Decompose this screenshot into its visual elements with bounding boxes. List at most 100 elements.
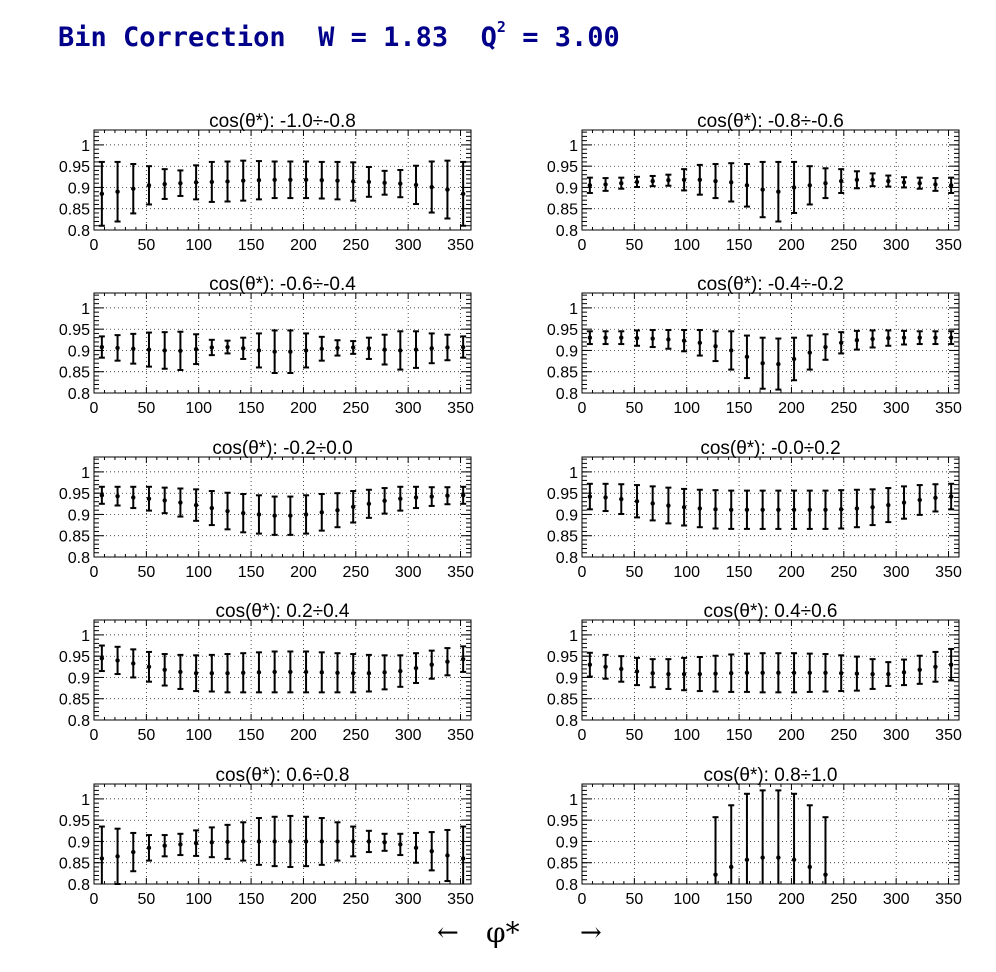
data-point	[932, 483, 939, 513]
data-point	[602, 177, 609, 192]
data-point	[318, 335, 325, 362]
point-marker	[886, 502, 891, 508]
point-marker	[319, 178, 324, 183]
point-marker	[162, 667, 167, 672]
data-point	[665, 173, 672, 187]
y-tick-label: 0.95	[547, 159, 578, 176]
data-point	[350, 825, 357, 858]
point-marker	[760, 670, 765, 675]
y-tick-label: 0.85	[547, 202, 578, 219]
point-marker	[272, 669, 277, 675]
data-point	[791, 160, 798, 214]
plot-panel-3: 0 50 100 150 200 250 300 350 0.8 0.85 0.9 0.95 1 cos(…	[547, 274, 962, 417]
x-tick-label: 0	[578, 237, 587, 254]
point-marker	[272, 177, 277, 182]
y-tick-label: 0.8	[556, 877, 578, 894]
data-point	[350, 340, 357, 355]
data-point	[948, 647, 955, 682]
data-point	[271, 650, 278, 694]
data-point	[444, 486, 451, 506]
panel-title: cos(θ*): -0.2÷0.0	[212, 438, 352, 459]
plot-panel-5: 0 50 100 150 200 250 300 350 0.8 0.85 0.9 0.95 1 cos(…	[547, 438, 962, 581]
y-tick-label: 0.85	[547, 692, 578, 709]
x-tick-label: 150	[726, 891, 753, 908]
point-marker	[225, 179, 230, 184]
point-marker	[948, 662, 954, 667]
data-point	[397, 654, 404, 688]
data-point	[869, 488, 876, 527]
data-point	[271, 495, 278, 536]
data-point	[869, 172, 876, 188]
data-point	[822, 167, 829, 200]
data-point	[791, 652, 798, 694]
point-marker	[131, 346, 136, 351]
data-point	[901, 329, 908, 346]
point-marker	[807, 864, 812, 870]
point-marker	[729, 348, 734, 353]
data-point	[114, 827, 121, 885]
x-tick-label: 200	[290, 400, 317, 417]
point-marker	[288, 177, 293, 182]
point-marker	[650, 501, 655, 506]
point-marker	[838, 670, 844, 676]
data-point	[444, 647, 451, 677]
point-marker	[619, 496, 624, 502]
data-point	[948, 482, 955, 511]
point-marker	[288, 513, 293, 518]
plot-panel-1: 0 50 100 150 200 250 300 350 0.8 0.85 0.9 0.95 1 cos(…	[547, 111, 962, 254]
y-tick-label: 0.95	[59, 322, 90, 339]
x-tick-label: 200	[290, 727, 317, 744]
point-marker	[241, 178, 246, 183]
point-marker	[115, 658, 120, 663]
point-marker	[697, 671, 703, 677]
x-tick-label: 50	[625, 891, 643, 908]
point-marker	[634, 669, 640, 674]
x-tick-label: 100	[185, 564, 212, 581]
x-tick-label: 250	[830, 237, 857, 254]
data-point	[271, 329, 278, 374]
x-tick-label: 300	[883, 400, 910, 417]
point-marker	[398, 668, 403, 674]
point-marker	[366, 179, 372, 185]
data-point	[932, 177, 939, 192]
data-point	[318, 817, 325, 866]
data-point	[287, 329, 294, 374]
point-marker	[838, 178, 844, 184]
point-marker	[303, 669, 309, 675]
point-marker	[666, 337, 671, 342]
y-tick-label: 1	[81, 138, 90, 155]
point-marker	[460, 344, 466, 350]
x-tick-label: 100	[185, 891, 212, 908]
data-point	[948, 330, 955, 346]
y-tick-label: 0.8	[68, 386, 90, 403]
plot-panel-4: 0 50 100 150 200 250 300 350 0.8 0.85 0.9 0.95 1 cos(…	[59, 438, 474, 581]
data-point	[759, 489, 766, 530]
data-point	[633, 175, 640, 189]
point-marker	[382, 347, 387, 352]
point-marker	[413, 495, 419, 500]
x-tick-label: 350	[447, 727, 474, 744]
panel-title: cos(θ*): 0.8÷1.0	[704, 765, 838, 786]
x-tick-label: 50	[625, 727, 643, 744]
point-marker	[870, 177, 875, 182]
y-tick-label: 0.85	[59, 692, 90, 709]
point-marker	[634, 335, 640, 341]
y-tick-label: 1	[569, 628, 578, 645]
point-marker	[193, 180, 199, 185]
y-tick-label: 1	[81, 628, 90, 645]
point-marker	[650, 336, 655, 341]
data-point	[145, 331, 152, 368]
x-tick-label: 250	[342, 727, 369, 744]
data-point	[743, 334, 750, 380]
point-marker	[382, 670, 387, 675]
point-marker	[445, 493, 450, 498]
point-marker	[619, 666, 624, 672]
data-point	[681, 329, 688, 353]
y-tick-label: 0.85	[59, 365, 90, 382]
data-point	[460, 645, 467, 673]
x-tick-label: 300	[395, 237, 422, 254]
data-point	[145, 485, 152, 512]
point-marker	[666, 503, 671, 508]
data-point	[193, 829, 200, 857]
